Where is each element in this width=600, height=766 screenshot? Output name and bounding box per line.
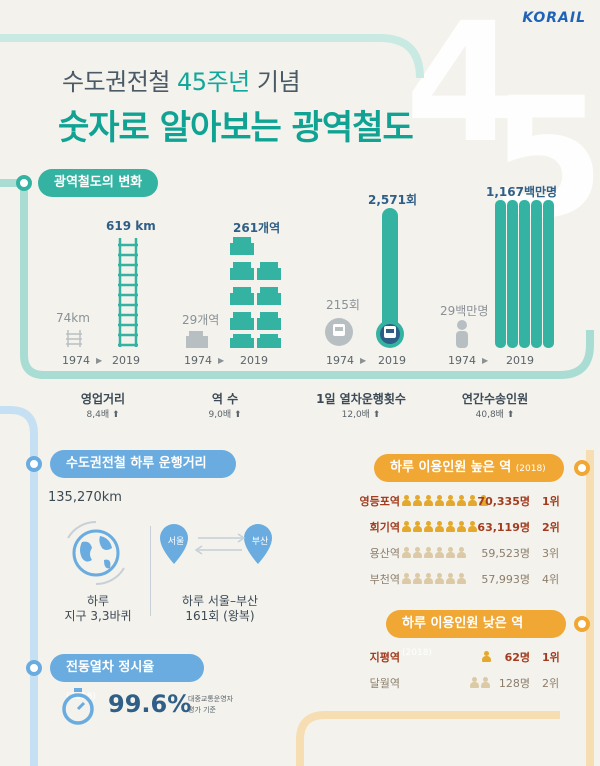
stopwatch-icon <box>62 688 94 725</box>
ontime-rate-value: 99.6% <box>108 690 192 718</box>
category-label: 영업거리 <box>80 392 126 406</box>
ratio-label: 12,0배 ⬆ <box>341 410 381 420</box>
section-least-label: 하루 이용인원 낮은 역 (2018) <box>386 610 566 658</box>
person-icons <box>402 547 466 558</box>
passenger-bars-icon <box>495 200 554 348</box>
section-dot <box>26 456 42 472</box>
arrow-right-icon: ▶ <box>96 356 103 365</box>
list-item: 달월역 128명 2위 <box>369 677 560 690</box>
year-label: 1974 <box>448 354 476 367</box>
seoul-busan-route-icon <box>160 524 272 564</box>
person-icons <box>402 573 466 584</box>
ratio-label: 9,0배 ⬆ <box>208 410 242 420</box>
list-item: 용산역 59,523명 3위 <box>369 547 560 560</box>
divider <box>150 526 151 616</box>
year-label: 2019 <box>112 354 140 367</box>
globe-icon <box>67 520 125 586</box>
svg-text:4: 4 <box>405 0 520 179</box>
section-daily-distance-label: 수도권전철 하루 운행거리 <box>50 450 236 478</box>
section-dot <box>574 616 590 632</box>
arrow-right-icon: ▶ <box>360 356 367 365</box>
distance-1974-value: 74km <box>56 311 90 325</box>
category-label: 역 수 <box>211 392 239 406</box>
station-1974-icon <box>186 331 208 348</box>
track-1974-icon <box>66 330 82 347</box>
person-icons <box>482 651 491 662</box>
section-busiest-label: 하루 이용인원 높은 역 (2018) <box>374 454 564 482</box>
arrow-right-icon: ▶ <box>218 356 225 365</box>
section-dot <box>16 175 32 191</box>
distance-2019-value: 619 km <box>106 219 156 233</box>
year-label: 1974 <box>62 354 90 367</box>
station-2019-icon <box>230 237 281 348</box>
arrow-right-icon: ▶ <box>482 356 489 365</box>
year-label: 2019 <box>506 354 534 367</box>
list-item: 회기역 63,119명 2위 <box>369 521 560 534</box>
passengers-2019-value: 1,167백만명 <box>486 185 558 199</box>
route-label: 하루 서울–부산 <box>181 594 259 608</box>
ratio-label: 40,8배 ⬆ <box>475 410 515 420</box>
korail-logo: KORAIL <box>522 10 586 26</box>
passengers-1974-value: 29백만명 <box>440 304 489 318</box>
person-icons <box>402 495 488 506</box>
page-subtitle: 수도권전철 45주년 기념 <box>62 68 301 96</box>
ontime-note: 대중교통운영자 평가 기준 <box>188 695 234 714</box>
runs-2019-value: 2,571회 <box>368 193 417 207</box>
year-label: 1974 <box>184 354 212 367</box>
busan-label: 부산 <box>251 537 269 547</box>
ratio-label: 8,4배 ⬆ <box>86 410 120 420</box>
list-item: 영등포역 70,335명 1위 <box>359 495 560 508</box>
category-label: 1일 열차운행횟수 <box>316 392 406 406</box>
stations-1974-value: 29개역 <box>182 313 220 327</box>
section-changes-label: 광역철도의 변화 <box>38 169 159 197</box>
year-label: 2019 <box>378 354 406 367</box>
year-label: 1974 <box>326 354 354 367</box>
section-dot <box>574 460 590 476</box>
stations-2019-value: 261개역 <box>233 221 281 235</box>
seoul-label: 서울 <box>167 537 185 547</box>
page-title: 숫자로 알아보는 광역철도 <box>58 108 414 148</box>
track-2019-icon <box>118 238 138 347</box>
person-1974-icon <box>456 320 468 348</box>
daily-distance-value: 135,270km <box>48 490 122 505</box>
category-label: 연간수송인원 <box>461 392 529 406</box>
person-icons <box>470 677 490 688</box>
list-item: 지평역 62명 1위 <box>369 651 560 664</box>
earth-laps-label: 지구 3,3바퀴 <box>64 609 132 623</box>
person-icons <box>402 521 477 532</box>
year-label: 2019 <box>240 354 268 367</box>
train-1974-icon <box>325 318 353 346</box>
train-2019-icon <box>376 320 404 348</box>
daily-label: 하루 <box>86 594 110 608</box>
runs-1974-value: 215회 <box>326 298 360 312</box>
section-ontime-label: 전동열차 정시율 (2018) <box>50 654 204 702</box>
list-item: 부천역 57,993명 4위 <box>369 573 560 586</box>
section-dot <box>26 660 42 676</box>
train-runs-bar <box>382 208 398 338</box>
route-count: 161회 (왕복) <box>185 609 255 623</box>
